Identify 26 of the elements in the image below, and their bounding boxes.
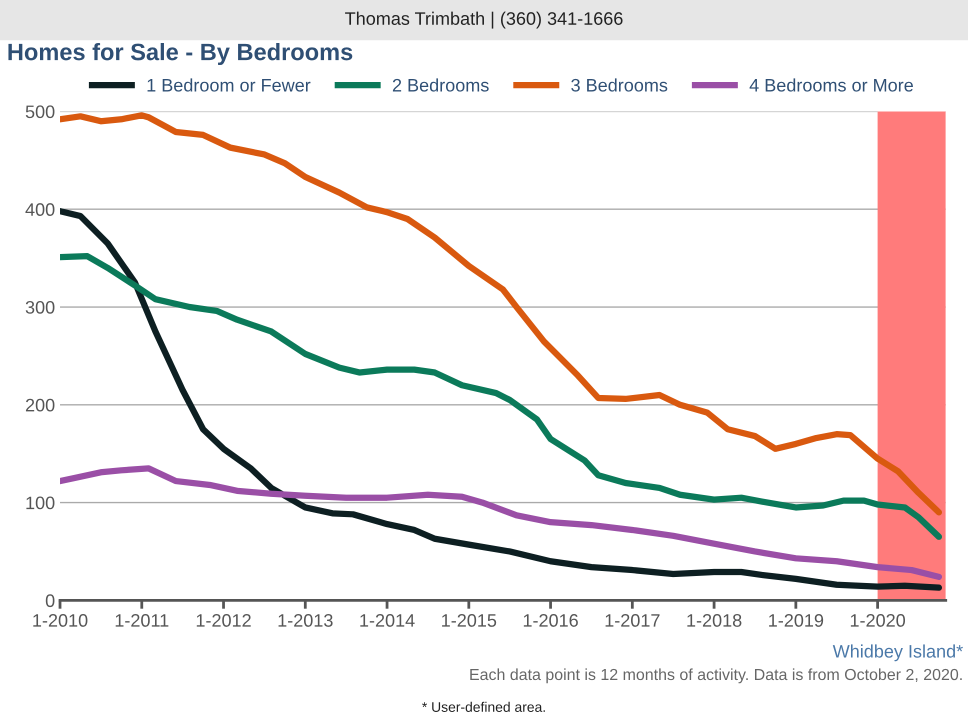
text: Each data point is 12 months of activity. Data is from October 2, 2020. <box>470 668 962 684</box>
y-tick-label: 200 <box>26 398 54 412</box>
x-tick-label: 1-2014 <box>360 614 415 627</box>
x-tick-label: 1-2013 <box>278 614 333 627</box>
x-tick-label: 1-2011 <box>116 614 168 627</box>
y-tick-label: 100 <box>26 496 54 510</box>
y-tick-label: 0 <box>46 594 54 608</box>
x-tick-label: 1-2017 <box>606 614 660 627</box>
x-tick-label: 1-2010 <box>33 614 88 627</box>
legend-label: 4 Bedrooms or More <box>750 78 913 92</box>
legend-label: 3 Bedrooms <box>571 78 668 92</box>
x-tick-label: 1-2015 <box>442 614 496 627</box>
x-tick-label: 1-2020 <box>850 614 906 627</box>
text: Thomas Trimbath | (360) 341-1666 <box>345 12 623 29</box>
y-tick-label: 400 <box>25 203 54 216</box>
text: Whidbey Island* <box>832 644 963 662</box>
x-tick-label: 1-2019 <box>769 614 824 627</box>
x-tick-label: 1-2012 <box>196 614 251 627</box>
text: * User-defined area. <box>422 702 545 712</box>
chart-title: Homes for Sale - By Bedrooms <box>8 43 352 66</box>
x-tick-label: 1-2016 <box>524 614 578 627</box>
x-tick-label: 1-2018 <box>687 614 742 627</box>
y-tick-label: 300 <box>26 300 54 314</box>
legend-label: 1 Bedroom or Fewer <box>148 78 310 92</box>
y-tick-label: 500 <box>26 105 54 118</box>
legend-label: 2 Bedrooms <box>392 78 489 92</box>
